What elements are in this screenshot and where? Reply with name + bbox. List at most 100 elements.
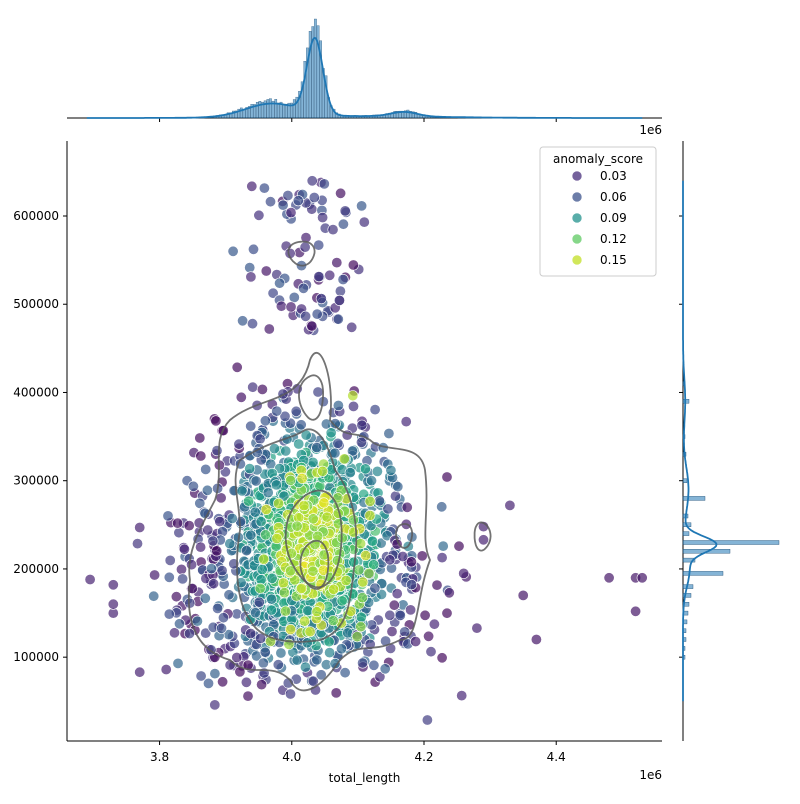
top-histogram-bar: [298, 91, 301, 119]
top-histogram-bar: [406, 109, 410, 119]
scatter-point: [391, 588, 403, 600]
scatter-point: [256, 383, 268, 395]
scatter-point: [107, 579, 119, 591]
top-histogram-bar: [290, 102, 293, 119]
x-tick-label: 3.8: [150, 750, 169, 764]
legend-entry-label: 0.15: [600, 253, 627, 267]
top-histogram-bar: [282, 103, 285, 119]
scatter-point: [200, 463, 212, 475]
scatter-point: [355, 436, 367, 448]
top-histogram-bar: [393, 111, 397, 119]
scatter-point: [266, 572, 278, 584]
scatter-point: [174, 618, 186, 630]
scatter-point: [458, 567, 470, 579]
scatter-point: [347, 390, 359, 402]
scatter-point: [216, 565, 228, 577]
scatter-point: [453, 540, 465, 552]
scatter-point: [311, 654, 323, 666]
scatter-point: [254, 433, 266, 445]
scatter-point: [247, 381, 259, 393]
scatter-point: [291, 520, 303, 532]
scatter-point: [436, 652, 448, 664]
scatter-point: [419, 609, 431, 621]
scatter-point: [207, 535, 219, 547]
scatter-point: [172, 657, 184, 669]
y-tick-label: 200000: [13, 562, 59, 576]
top-histogram-bar: [311, 26, 315, 119]
scatter-point: [347, 514, 359, 526]
scatter-point: [280, 605, 292, 617]
scatter-point: [355, 611, 367, 623]
density-contour-inner: [284, 489, 343, 589]
scatter-point: [257, 657, 269, 669]
scatter-point: [218, 612, 230, 624]
scatter-point: [324, 269, 336, 281]
scatter-point: [330, 687, 342, 699]
scatter-point: [173, 527, 185, 539]
legend-entry-label: 0.09: [600, 211, 627, 225]
top-histogram-bar: [269, 98, 272, 119]
scatter-point: [245, 529, 257, 541]
scatter-point: [241, 545, 253, 557]
scatter-point: [329, 658, 341, 670]
scatter-point: [332, 399, 344, 411]
scatter-point: [274, 277, 286, 289]
scatter-point: [134, 521, 146, 533]
scatter-point: [291, 654, 303, 666]
scatter-point: [224, 659, 236, 671]
top-histogram-bar: [314, 18, 317, 119]
scatter-point: [311, 606, 323, 618]
right-marginal: [679, 141, 780, 741]
scatter-point: [636, 572, 648, 584]
scatter-point: [425, 646, 437, 658]
density-contour-upper: [298, 374, 324, 421]
legend-entry-label: 0.06: [600, 190, 627, 204]
scatter-point: [368, 659, 380, 671]
scatter-point: [406, 579, 418, 591]
scatter-point: [351, 631, 363, 643]
scatter-point: [304, 626, 316, 638]
scatter-point: [300, 310, 312, 322]
legend[interactable]: anomaly_score 0.03 0.06 0.09 0.12 0.15: [539, 146, 657, 277]
scatter-point: [208, 578, 220, 590]
top-histogram-bar: [306, 47, 309, 119]
scatter-point: [306, 175, 318, 187]
scatter-point: [184, 627, 196, 639]
scatter-point: [436, 501, 448, 513]
scatter-point: [212, 602, 224, 614]
top-histogram-bar: [319, 40, 322, 119]
scatter-point: [256, 679, 268, 691]
axes: 3.8 4.0 4.2 4.4 100000 200000 300000 400000 5000…: [13, 141, 662, 785]
scatter-point: [344, 467, 356, 479]
scatter-point: [272, 659, 284, 671]
scatter-point: [195, 670, 207, 682]
scatter-point: [360, 549, 372, 561]
scatter-point: [386, 625, 398, 637]
scatter-point: [312, 386, 324, 398]
scatter-point: [244, 262, 256, 274]
scatter-point: [371, 465, 383, 477]
scatter-point: [245, 271, 257, 283]
scatter-point: [517, 589, 529, 601]
scatter-point: [292, 195, 304, 207]
top-marginal: 1e6: [67, 18, 662, 137]
scatter-point: [84, 573, 96, 585]
scatter-point: [327, 615, 339, 627]
scatter-point: [383, 427, 395, 439]
right-histogram-bar: [682, 557, 696, 563]
scatter-point: [271, 532, 283, 544]
scatter-point: [312, 530, 324, 542]
scatter-point: [256, 563, 268, 575]
scatter-point: [299, 615, 311, 627]
scatter-point: [132, 538, 144, 550]
scatter-point: [603, 572, 615, 584]
scatter-point: [397, 550, 409, 562]
scatter-point: [334, 285, 346, 297]
scatter-point: [231, 361, 243, 373]
scatter-point: [337, 218, 349, 230]
scatter-point: [388, 599, 400, 611]
scatter-point: [205, 563, 217, 575]
scatter-point: [441, 471, 453, 483]
right-histogram-bar: [682, 571, 724, 576]
y-tick-label: 300000: [13, 474, 59, 488]
